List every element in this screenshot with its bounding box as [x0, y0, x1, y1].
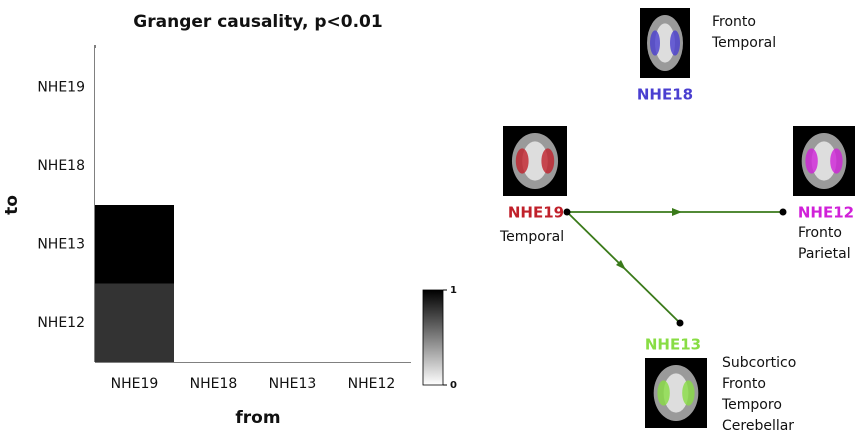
node-label: NHE19	[508, 204, 564, 222]
node-label: NHE13	[645, 336, 701, 354]
heatmap-cell	[95, 48, 174, 127]
node-description: Temporal	[711, 35, 776, 51]
node-dot	[677, 320, 684, 327]
y-tick-label: NHE12	[37, 315, 85, 331]
heatmap-cell	[253, 48, 332, 127]
node-dot	[780, 209, 787, 216]
node-description: Cerebellar	[722, 418, 794, 431]
node-description: Parietal	[798, 246, 851, 262]
node-description: Fronto	[798, 225, 842, 241]
chart-title: Granger causality, p<0.01	[133, 12, 382, 32]
node-label: NHE18	[637, 86, 693, 104]
heatmap-cell	[253, 205, 332, 284]
node-label: NHE12	[798, 204, 854, 222]
node-description: Temporal	[499, 229, 564, 245]
node-description: Fronto	[712, 14, 756, 30]
heatmap-cell	[174, 48, 253, 127]
heatmap-cell	[174, 205, 253, 284]
node-description: Subcortico	[722, 355, 796, 371]
heatmap-cell	[332, 284, 411, 363]
heatmap-cell	[95, 205, 174, 284]
y-tick-label: NHE18	[37, 158, 85, 174]
brain-highlight	[670, 30, 680, 55]
heatmap-cell	[253, 127, 332, 206]
brain-highlight	[650, 30, 660, 55]
brain-highlight	[516, 148, 529, 173]
brain-highlight	[805, 148, 817, 173]
node-description: Temporo	[721, 397, 782, 413]
x-tick-label: NHE18	[190, 376, 238, 392]
figure: Granger causality, p<0.01 from to NHE19 N…	[0, 0, 855, 431]
colorbar-tick-label: 1	[450, 285, 457, 296]
y-tick-label: NHE13	[37, 236, 85, 252]
arrow	[672, 208, 682, 216]
x-tick-label: NHE13	[269, 376, 317, 392]
y-axis-label: to	[2, 195, 22, 215]
y-tick-label: NHE19	[37, 79, 85, 95]
colorbar-tick-label: 0	[450, 380, 457, 391]
heatmap-cell	[95, 127, 174, 206]
brain-highlight	[682, 380, 694, 405]
heatmap-cell	[332, 48, 411, 127]
heatmap-cell	[332, 127, 411, 206]
brain-highlight	[830, 148, 842, 173]
colorbar	[423, 290, 443, 385]
x-tick-label: NHE12	[348, 376, 396, 392]
heatmap-cell	[95, 284, 174, 363]
node-dot	[564, 209, 571, 216]
brain-highlight	[657, 380, 669, 405]
heatmap-cell	[332, 205, 411, 284]
brain-highlight	[541, 148, 554, 173]
heatmap-cell	[174, 127, 253, 206]
x-axis-label: from	[235, 408, 280, 428]
heatmap-cell	[253, 284, 332, 363]
edges	[564, 208, 787, 327]
heatmap-cell	[174, 284, 253, 363]
x-tick-label: NHE19	[111, 376, 159, 392]
node-description: Fronto	[722, 376, 766, 392]
